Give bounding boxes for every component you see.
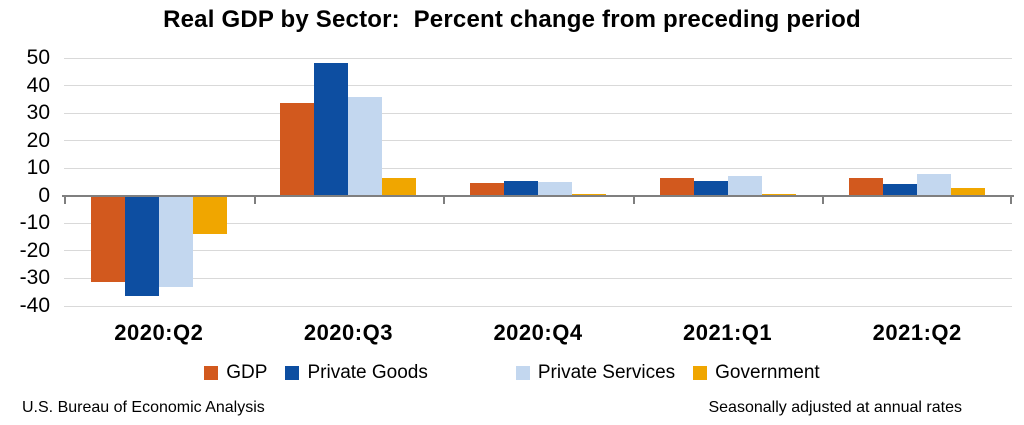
y-tick-label: 50 [26, 46, 50, 69]
gridline [64, 140, 1012, 142]
bar-private-services-2020:Q2 [158, 195, 193, 287]
legend-label: Private Goods [307, 362, 428, 383]
bar-private-goods-2020:Q4 [504, 181, 538, 196]
bar-government-2021:Q1 [761, 193, 796, 196]
bar-gdp-2020:Q4 [470, 183, 504, 196]
bar-gdp-2021:Q2 [849, 177, 884, 196]
y-tick-label: 40 [26, 73, 50, 97]
x-category-label: 2020:Q4 [493, 320, 583, 345]
legend-swatch-gdp [204, 366, 219, 380]
legend-swatch-private-services [515, 366, 530, 380]
legend-label: Government [715, 362, 820, 383]
bar-private-goods-2020:Q2 [124, 195, 159, 297]
x-axis-labels: 2020:Q2 2020:Q3 2020:Q4 2021:Q1 2021:Q2 [64, 320, 1012, 350]
bar-gdp-2020:Q3 [280, 102, 315, 196]
y-axis-labels: 50 40 30 20 10 0 -10 -20 -30 -40 [0, 46, 50, 317]
gridline [64, 250, 1012, 252]
bar-private-services-2020:Q4 [538, 182, 572, 196]
y-tick-label: 20 [26, 128, 50, 152]
legend: GDP Private Goods Private Services Governme… [0, 362, 1024, 384]
bar-private-services-2021:Q1 [727, 175, 762, 196]
bar-gdp-2021:Q1 [659, 178, 694, 196]
gridline [64, 167, 1012, 169]
plot-area [62, 57, 1014, 307]
legend-swatch-government [693, 366, 708, 380]
bar-government-2020:Q4 [572, 193, 606, 196]
x-category-label: 2021:Q2 [872, 320, 962, 345]
zero-axis-line [62, 194, 1014, 197]
x-axis-tick [1010, 196, 1012, 204]
gridline [64, 85, 1012, 87]
x-category-label: 2020:Q2 [114, 320, 204, 345]
bar-private-goods-2020:Q3 [314, 62, 349, 196]
y-tick-label: 10 [26, 156, 50, 180]
bar-private-services-2021:Q2 [917, 174, 952, 196]
y-tick-label: -30 [19, 266, 50, 290]
adjustment-note: Seasonally adjusted at annual rates [708, 399, 962, 416]
legend-label: GDP [226, 362, 268, 383]
y-tick-label: -10 [19, 211, 50, 235]
x-axis-tick [443, 196, 446, 204]
gridline [64, 57, 1012, 59]
bar-private-services-2020:Q3 [348, 97, 383, 196]
x-axis-tick [64, 196, 66, 204]
gridline [64, 305, 1012, 307]
legend-label: Private Services [537, 362, 676, 383]
bar-private-goods-2021:Q1 [693, 180, 728, 196]
x-category-label: 2020:Q3 [303, 320, 393, 345]
legend-swatch-private-goods [285, 366, 300, 380]
y-tick-label: -20 [19, 238, 50, 262]
bar-government-2021:Q2 [951, 187, 986, 196]
x-axis-tick [632, 196, 635, 204]
bar-government-2020:Q3 [382, 177, 417, 196]
gridline [64, 222, 1012, 224]
legend-item: Private Goods [285, 362, 428, 384]
gridline [64, 112, 1012, 114]
legend-item: Government [693, 362, 820, 384]
gridline [64, 277, 1012, 279]
bar-private-goods-2021:Q2 [883, 183, 918, 196]
chart-title: Real GDP by Sector: Percent change from … [163, 6, 861, 33]
bar-gdp-2020:Q2 [90, 195, 125, 282]
y-tick-label: -40 [19, 294, 50, 317]
x-axis-tick [253, 196, 256, 204]
y-tick-label: 0 [38, 183, 50, 207]
legend-item: Private Services [515, 362, 676, 384]
bar-government-2020:Q2 [192, 195, 227, 235]
y-tick-label: 30 [26, 101, 50, 125]
legend-item: GDP [204, 362, 267, 384]
x-category-label: 2021:Q1 [683, 320, 773, 345]
source-note: U.S. Bureau of Economic Analysis [22, 399, 265, 416]
x-axis-tick [822, 196, 825, 204]
